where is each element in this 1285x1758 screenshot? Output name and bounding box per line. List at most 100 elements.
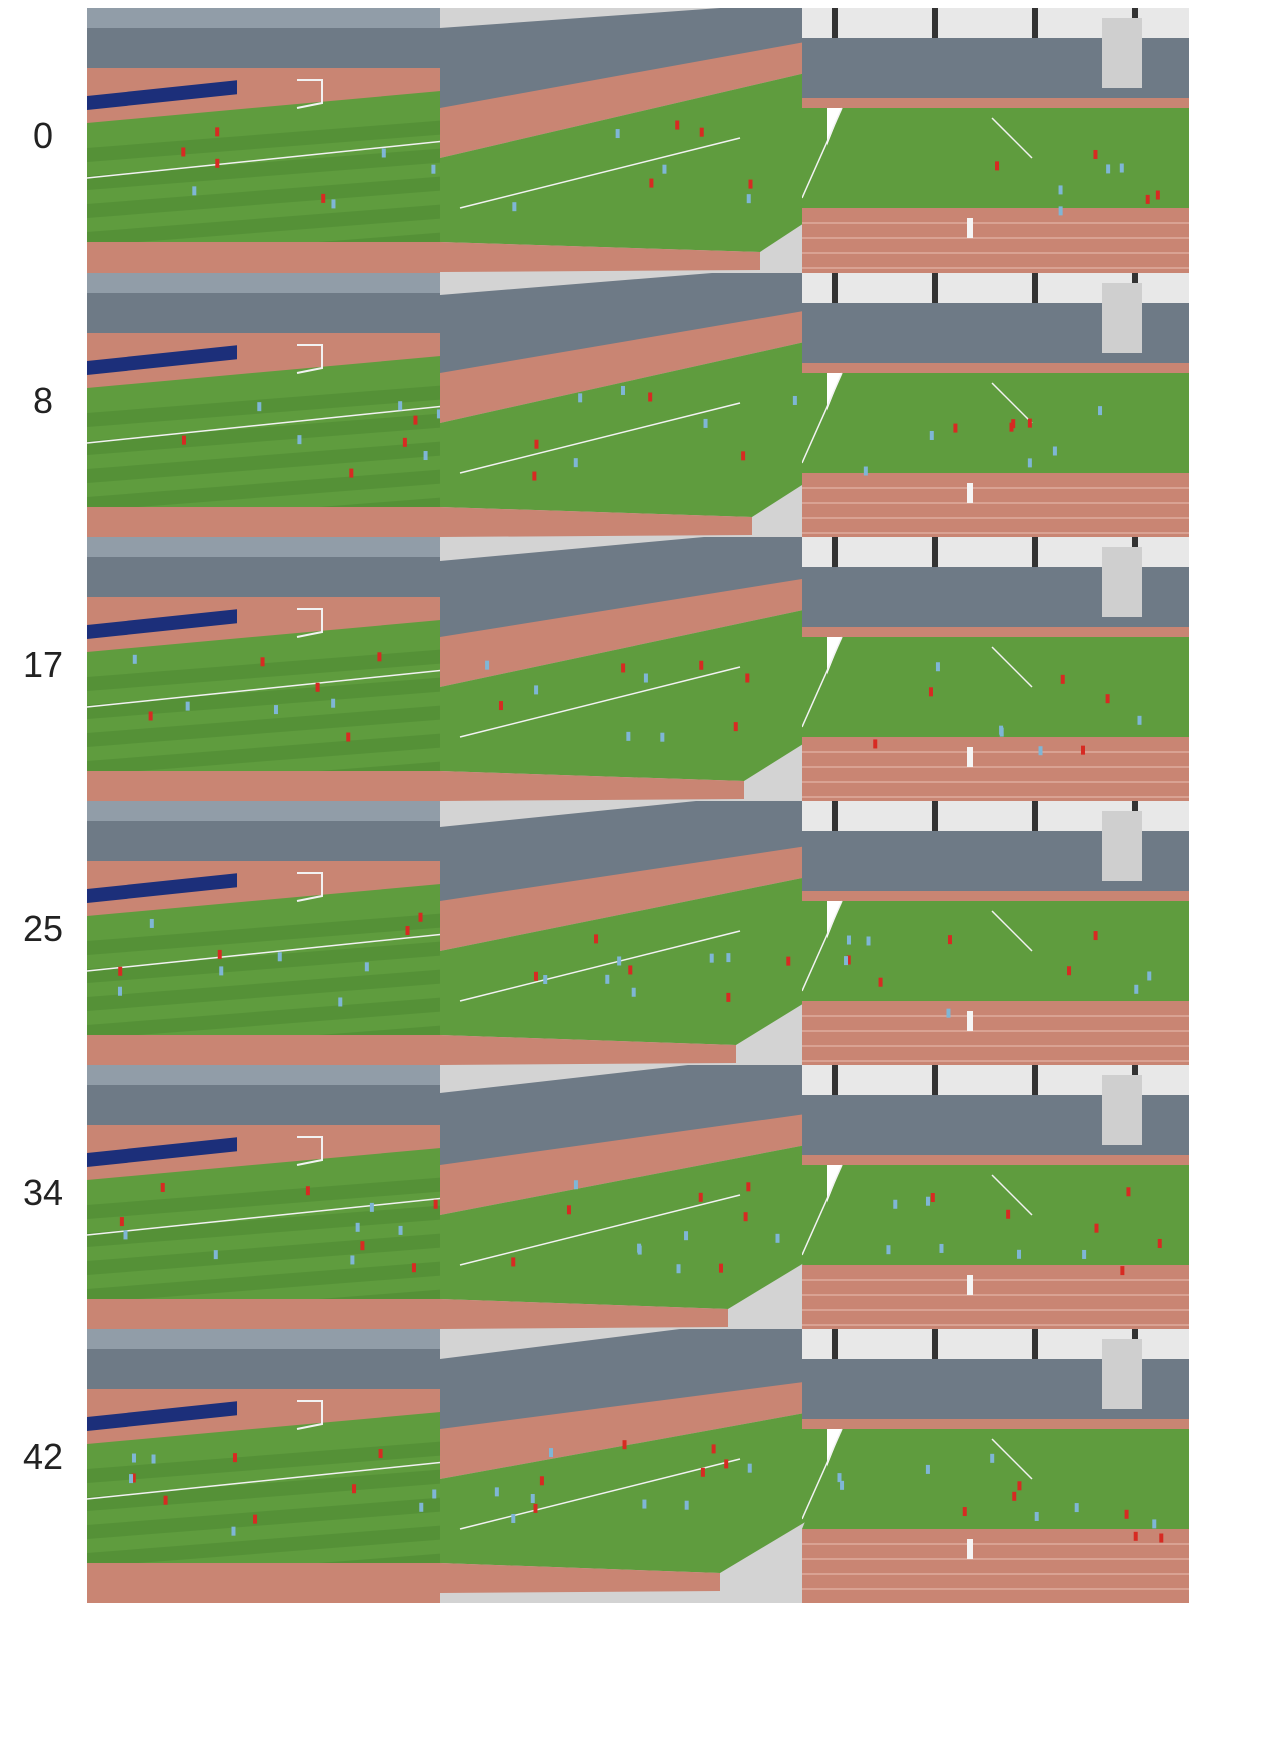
referee-figure: [967, 1275, 973, 1295]
player-figure: [1060, 674, 1065, 684]
player-figure: [1027, 418, 1032, 428]
player-figure: [1093, 931, 1098, 941]
player-figure: [1027, 458, 1032, 468]
player-figure: [617, 956, 622, 966]
player-figure: [498, 701, 503, 711]
player-figure: [990, 1453, 995, 1463]
camera-view-image: [87, 801, 474, 1075]
player-figure: [642, 1499, 647, 1509]
player-figure: [928, 687, 933, 697]
player-figure: [360, 1241, 365, 1251]
player-figure: [432, 1489, 437, 1499]
camera-view-frame: [87, 1329, 474, 1603]
player-figure: [844, 956, 849, 966]
player-figure: [775, 1233, 780, 1243]
panorama-view-frame: [802, 1329, 1189, 1603]
player-figure: [930, 1193, 935, 1203]
warped-view-frame: [440, 537, 827, 811]
panorama-view-image: [802, 537, 1189, 811]
warped-view-image: [440, 273, 827, 547]
player-figure: [231, 1526, 236, 1536]
player-figure: [1080, 745, 1085, 755]
player-figure: [675, 120, 680, 130]
player-figure: [925, 1464, 930, 1474]
player-figure: [626, 731, 631, 741]
player-figure: [431, 164, 436, 174]
player-figure: [631, 987, 636, 997]
player-figure: [349, 468, 354, 478]
player-figure: [1093, 149, 1098, 159]
player-figure: [418, 912, 423, 922]
player-figure: [260, 657, 265, 667]
player-figure: [578, 393, 583, 403]
player-figure: [532, 471, 537, 481]
referee-figure: [967, 1011, 973, 1031]
panorama-view-frame: [802, 801, 1189, 1075]
player-figure: [953, 423, 958, 433]
player-figure: [886, 1245, 891, 1255]
camera-view-image: [87, 273, 474, 547]
player-figure: [745, 673, 750, 683]
player-figure: [1082, 1249, 1087, 1259]
player-figure: [746, 1182, 751, 1192]
player-figure: [726, 992, 731, 1002]
player-figure: [648, 392, 653, 402]
player-figure: [711, 1444, 716, 1454]
player-figure: [863, 466, 868, 476]
referee-figure: [967, 1539, 973, 1559]
player-figure: [123, 1230, 128, 1240]
player-figure: [743, 1212, 748, 1222]
player-figure: [413, 415, 418, 425]
player-figure: [232, 1453, 237, 1463]
player-figure: [999, 725, 1004, 735]
player-figure: [148, 711, 153, 721]
player-figure: [315, 682, 320, 692]
player-figure: [1011, 419, 1016, 429]
player-figure: [377, 652, 382, 662]
player-figure: [1105, 694, 1110, 704]
player-figure: [1137, 715, 1142, 725]
player-figure: [676, 1264, 681, 1274]
frame-number-label: 25: [22, 908, 64, 949]
player-figure: [866, 936, 871, 946]
panorama-view-frame: [802, 537, 1189, 811]
camera-view-frame: [87, 1065, 474, 1339]
player-figure: [181, 147, 186, 157]
panorama-view-image: [802, 801, 1189, 1075]
player-figure: [533, 971, 538, 981]
camera-view-image: [87, 8, 474, 282]
player-figure: [277, 952, 282, 962]
player-figure: [846, 955, 851, 965]
player-figure: [621, 663, 626, 673]
panorama-view-frame: [802, 8, 1189, 282]
player-figure: [215, 158, 220, 168]
player-figure: [160, 1182, 165, 1192]
player-figure: [684, 1500, 689, 1510]
warped-view-image: [440, 1329, 827, 1603]
player-figure: [119, 1217, 124, 1227]
player-figure: [539, 1476, 544, 1486]
player-figure: [643, 673, 648, 683]
warped-view-frame: [440, 273, 827, 547]
player-figure: [511, 1513, 516, 1523]
player-figure: [534, 439, 539, 449]
player-figure: [257, 402, 262, 412]
player-figure: [1157, 1238, 1162, 1248]
player-figure: [726, 953, 731, 963]
player-figure: [1074, 1503, 1079, 1513]
panorama-view-image: [802, 8, 1189, 282]
frame-number-label: 8: [32, 380, 54, 421]
player-figure: [594, 934, 599, 944]
player-figure: [253, 1514, 258, 1524]
player-figure: [297, 435, 302, 445]
player-figure: [149, 918, 154, 928]
player-figure: [549, 1448, 554, 1458]
player-figure: [837, 1473, 842, 1483]
player-figure: [893, 1199, 898, 1209]
player-figure: [398, 401, 403, 411]
warped-view-image: [440, 801, 827, 1075]
player-figure: [947, 935, 952, 945]
player-figure: [350, 1255, 355, 1265]
player-figure: [733, 722, 738, 732]
player-figure: [962, 1507, 967, 1517]
